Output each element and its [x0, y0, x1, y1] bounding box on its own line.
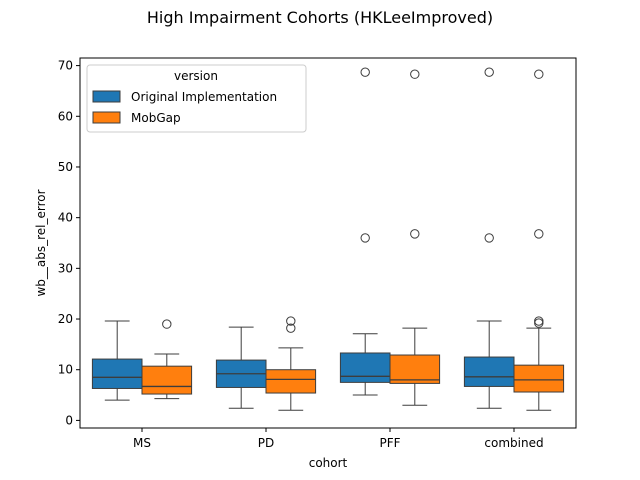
- outlier-point-mobgap-combined-0: [534, 318, 544, 328]
- box-original-implementation-combined: [463, 356, 515, 387]
- box-original-implementation-pff: [339, 352, 391, 383]
- legend: version Original Implementation MobGap: [86, 64, 307, 133]
- outlier-point-original-implementation-combined-0: [484, 233, 494, 243]
- legend-title: version: [174, 69, 218, 83]
- y-tick-label-70: 70: [58, 59, 73, 73]
- outlier-point-original-implementation-pff-1: [360, 67, 370, 77]
- legend-frame: [86, 64, 307, 133]
- x-tick-label-combined: combined: [484, 436, 543, 450]
- y-tick-label-20: 20: [58, 312, 73, 326]
- legend-swatch-mobgap: [92, 111, 121, 124]
- box-mobgap-pff: [389, 354, 441, 384]
- x-tick-label-pd: PD: [258, 436, 274, 450]
- box-mobgap-combined: [513, 364, 565, 393]
- x-tick-label-pff: PFF: [379, 436, 400, 450]
- y-axis-label: wb__abs_rel_error: [34, 189, 48, 296]
- chart-title: High Impairment Cohorts (HKLeeImproved): [147, 8, 493, 27]
- y-tick-label-30: 30: [58, 261, 73, 275]
- outlier-point-mobgap-combined-3: [534, 69, 544, 79]
- y-tick-label-60: 60: [58, 109, 73, 123]
- y-tick-label-0: 0: [65, 413, 73, 427]
- x-tick-label-ms: MS: [133, 436, 151, 450]
- legend-label-original-implementation: Original Implementation: [131, 90, 277, 104]
- y-tick-label-10: 10: [58, 363, 73, 377]
- box-mobgap-pd: [265, 369, 317, 394]
- legend-swatch-original-implementation: [92, 90, 121, 103]
- outlier-point-mobgap-pd-1: [286, 316, 296, 326]
- y-tick-label-50: 50: [58, 160, 73, 174]
- box-original-implementation-ms: [91, 358, 143, 389]
- outlier-point-mobgap-pd-0: [286, 323, 296, 333]
- box-mobgap-ms: [141, 365, 193, 395]
- outlier-point-mobgap-pff-0: [410, 229, 420, 239]
- outlier-point-mobgap-combined-1: [534, 316, 544, 326]
- outlier-point-original-implementation-pff-0: [360, 233, 370, 243]
- legend-label-mobgap: MobGap: [131, 111, 181, 125]
- outlier-point-mobgap-combined-2: [534, 229, 544, 239]
- outlier-point-mobgap-ms-0: [162, 319, 172, 329]
- plot-area: 0 10 20 30 40 50 60 70 MS PD PFF combined: [58, 57, 577, 450]
- axes-frame: [79, 57, 577, 429]
- y-tick-label-40: 40: [58, 211, 73, 225]
- outlier-point-original-implementation-combined-1: [484, 67, 494, 77]
- x-axis-label: cohort: [309, 456, 348, 470]
- outlier-point-mobgap-pff-1: [410, 69, 420, 79]
